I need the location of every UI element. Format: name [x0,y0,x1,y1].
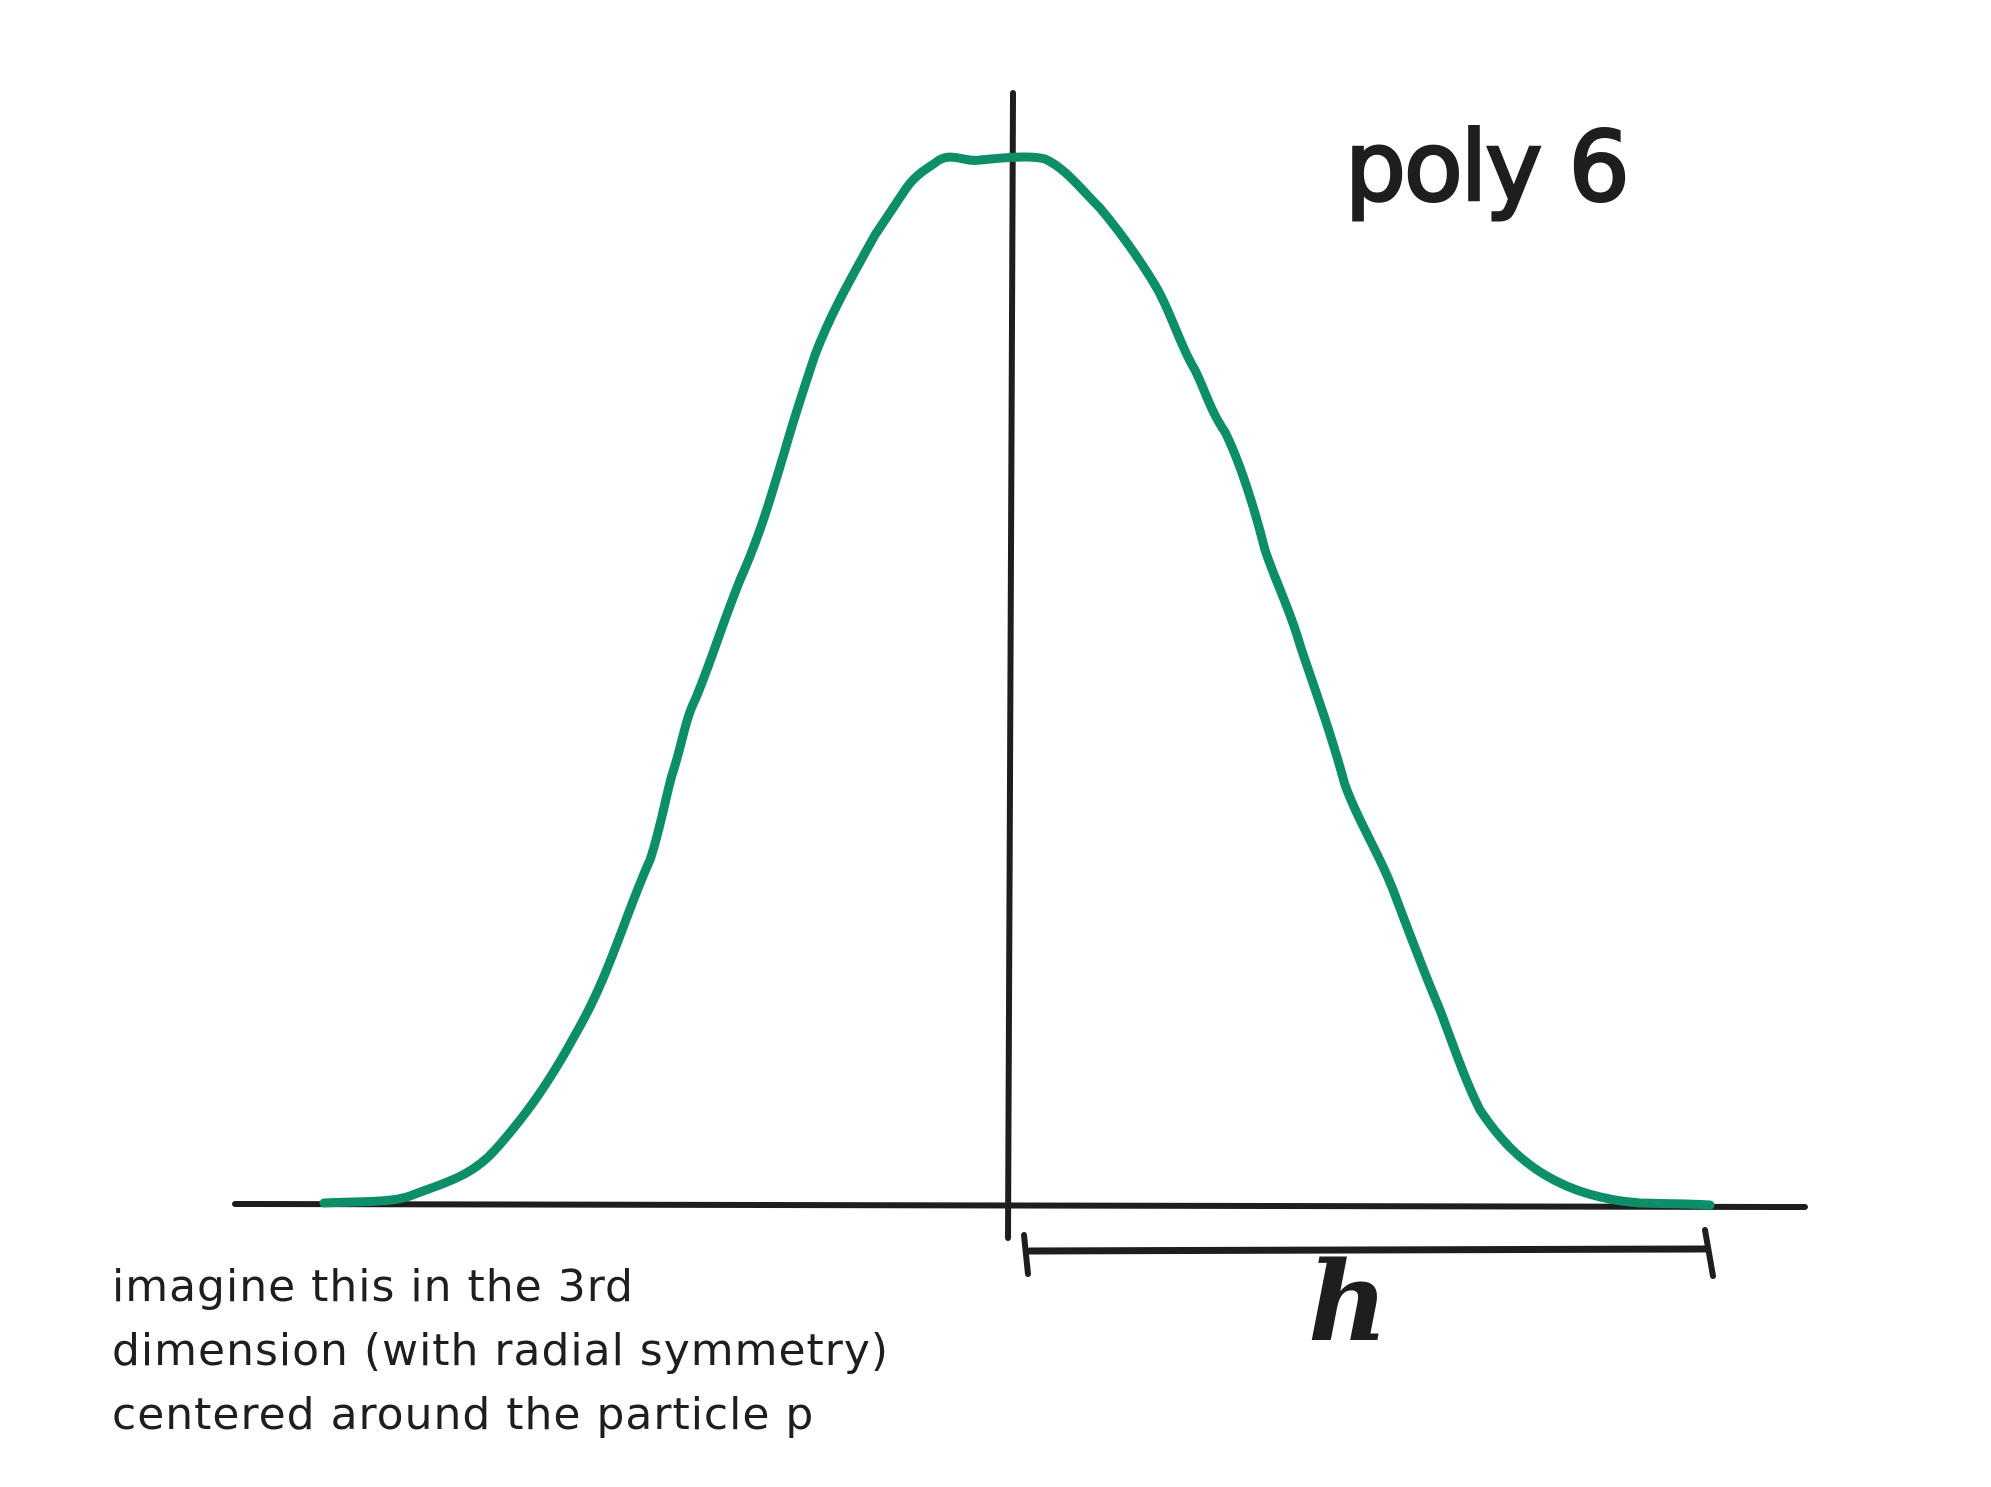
note-line-2: dimension (with radial symmetry) [112,1325,890,1376]
kernel-curve [319,152,1715,1210]
x-axis [232,1201,1808,1210]
y-axis [1005,90,1016,1241]
note-line-1: imagine this in the 3rd [112,1261,634,1312]
width-label-h: h [1308,1237,1388,1366]
bracket-right-tick [1702,1227,1716,1279]
bracket-left-tick [1021,1232,1031,1277]
diagram-title: poly 6 [1345,111,1628,223]
width-bracket [1021,1227,1716,1279]
bracket-line [1026,1245,1710,1255]
note-line-3: centered around the particle p [112,1389,815,1440]
explanatory-note: imagine this in the 3rd dimension (with … [112,1255,1212,1447]
